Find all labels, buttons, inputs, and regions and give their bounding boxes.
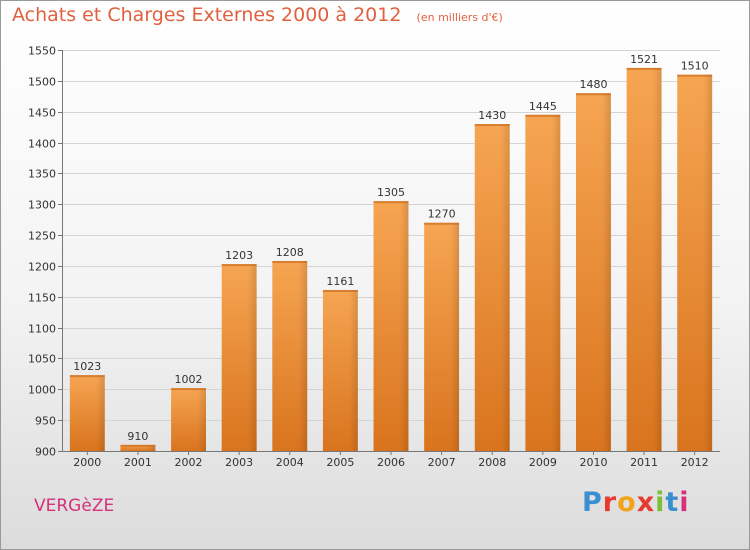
x-tick-label: 2000 [73, 456, 101, 469]
x-tick-label: 2003 [225, 456, 253, 469]
bar-top-edge [474, 124, 510, 127]
y-tick-label: 950 [35, 415, 56, 428]
y-tick-label: 1150 [28, 292, 56, 305]
y-tick-label: 1300 [28, 199, 56, 212]
bar-value-label: 1430 [478, 109, 506, 122]
y-tick-label: 1450 [28, 107, 56, 120]
bar-shade [349, 289, 358, 451]
chart-subtitle: (en milliers d'€) [416, 11, 503, 24]
bar-shade [500, 124, 510, 452]
town-name: VERGèZE [34, 496, 115, 516]
x-tick-label: 2011 [630, 456, 658, 469]
bar-value-label: 1510 [681, 60, 709, 73]
x-tick-label: 2010 [579, 456, 607, 469]
bar-top-edge [272, 260, 308, 263]
chart-title: Achats et Charges Externes 2000 à 2012 [12, 4, 402, 26]
x-tick-label: 2008 [478, 456, 506, 469]
x-tick-label: 2012 [681, 456, 709, 469]
bar-top-edge [221, 264, 257, 267]
bar-shade [298, 260, 308, 451]
y-tick-label: 1400 [28, 138, 56, 151]
bar-shade [652, 67, 662, 451]
bar-shade [197, 388, 207, 451]
bar-shade [551, 114, 561, 452]
bar [120, 444, 156, 451]
y-tick-label: 1000 [28, 384, 56, 397]
bar-top-edge [677, 74, 713, 77]
y-tick-label: 1250 [28, 230, 56, 243]
proxiti-logo: Proxiti [582, 487, 690, 518]
x-tick-label: 2009 [529, 456, 557, 469]
bar-top-edge [626, 67, 662, 70]
x-tick-label: 2004 [276, 456, 304, 469]
bar-shade [703, 74, 713, 451]
bar-top-edge [171, 388, 207, 391]
bar-value-label: 1203 [225, 249, 253, 262]
y-tick-label: 1550 [28, 45, 56, 58]
y-tick-label: 1100 [28, 323, 56, 336]
bar-value-label: 1445 [529, 100, 557, 113]
bar-shade [247, 264, 257, 451]
bar-top-edge [69, 375, 105, 378]
bar-shade [146, 444, 156, 451]
bar-top-edge [525, 114, 561, 117]
y-tick-label: 900 [35, 446, 56, 459]
bar-value-label: 1161 [326, 275, 354, 288]
x-tick-label: 2001 [124, 456, 152, 469]
bar-shade [399, 201, 409, 451]
y-tick-label: 1350 [28, 168, 56, 181]
bar-value-label: 1270 [428, 208, 456, 221]
bar-value-label: 1208 [276, 246, 304, 259]
bar-value-label: 1305 [377, 186, 405, 199]
x-tick-label: 2005 [326, 456, 354, 469]
x-tick-label: 2007 [428, 456, 456, 469]
bar-shade [96, 375, 105, 451]
bar-value-label: 1521 [630, 53, 658, 66]
bar-value-label: 910 [127, 430, 148, 443]
chart-header: Achats et Charges Externes 2000 à 2012 (… [12, 4, 503, 26]
bar-top-edge [322, 289, 358, 292]
bar-top-edge [575, 93, 611, 96]
bar-top-edge [373, 201, 409, 204]
y-tick-label: 1050 [28, 353, 56, 366]
bar-value-label: 1023 [73, 360, 101, 373]
y-tick-label: 1500 [28, 76, 56, 89]
bar-value-label: 1480 [579, 78, 607, 91]
bar-shade [450, 222, 460, 451]
y-tick-label: 1200 [28, 261, 56, 274]
x-tick-label: 2002 [175, 456, 203, 469]
bar-value-label: 1002 [175, 373, 203, 386]
bar-top-edge [120, 444, 156, 447]
bar-top-edge [424, 222, 460, 225]
bar-shade [602, 93, 611, 451]
x-tick-label: 2006 [377, 456, 405, 469]
